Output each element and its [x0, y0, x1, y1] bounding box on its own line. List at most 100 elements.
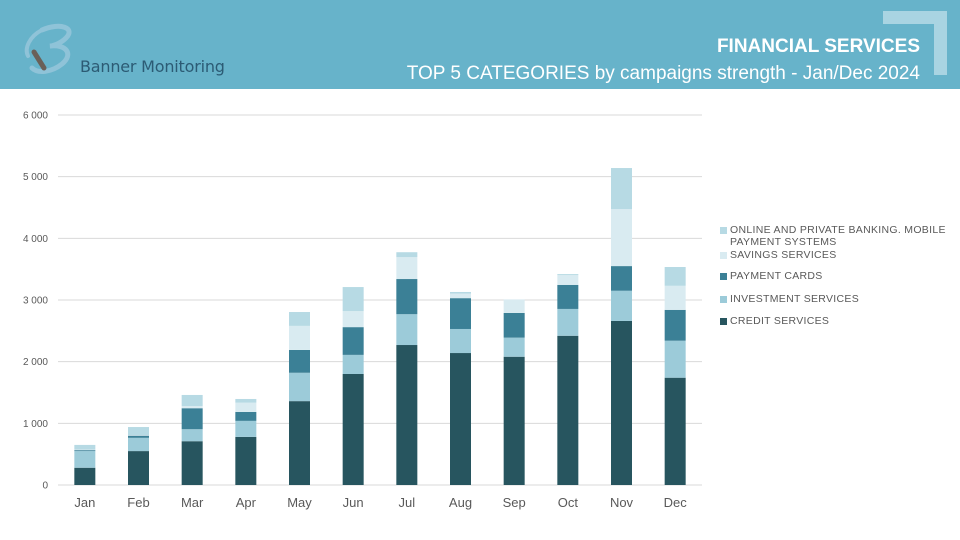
bar-segment — [664, 377, 686, 485]
bar-stack-jun — [342, 287, 364, 485]
bar-segment — [235, 436, 257, 485]
bar-segment — [74, 444, 96, 450]
bar-stack-feb — [128, 427, 149, 485]
x-tick-label: Feb — [127, 495, 149, 510]
x-tick-label: Oct — [558, 495, 579, 510]
bar-segment — [181, 408, 203, 430]
bar-segment — [235, 402, 257, 412]
legend-swatch — [720, 273, 727, 280]
bar-stack-nov — [611, 168, 632, 485]
bar-segment — [450, 353, 471, 485]
bar-segment — [342, 354, 364, 374]
legend-swatch — [720, 296, 727, 303]
stacked-bar-chart: 0 1 000 2 000 3 000 4 000 5 000 6 000 Jan Feb Ma… — [23, 111, 702, 510]
y-tick-label: 6 000 — [23, 111, 48, 122]
legend-label: SAVINGS SERVICES — [730, 249, 837, 261]
bar-segment — [342, 374, 364, 485]
bar-segment — [557, 274, 579, 276]
bar-segment — [181, 441, 203, 485]
page-title: FINANCIAL SERVICES — [716, 36, 920, 57]
bar-segment — [128, 427, 149, 436]
bar-segment — [74, 450, 96, 452]
legend-swatch — [720, 252, 727, 259]
legend-label: CREDIT SERVICES — [730, 315, 830, 327]
bar-segment — [611, 320, 632, 485]
bar-stack-may — [289, 312, 310, 485]
y-tick-label: 5 000 — [23, 172, 48, 183]
bar-segment — [557, 335, 579, 485]
y-tick-label: 2 000 — [23, 357, 48, 368]
legend-label: INVESTMENT SERVICES — [730, 293, 860, 305]
x-tick-label: Jul — [399, 495, 416, 510]
y-tick-label: 1 000 — [23, 419, 48, 430]
bar-stack-aug — [450, 291, 471, 485]
bar-stack-oct — [557, 274, 579, 485]
bar-segment — [450, 293, 471, 299]
bar-segment — [664, 267, 686, 286]
bar-segment — [396, 345, 418, 485]
corner-bracket-decoration — [883, 11, 947, 75]
bar-segment — [557, 275, 579, 285]
bar-segment — [128, 435, 149, 436]
bar-stack-dec — [664, 267, 686, 485]
bar-stack-jan — [74, 444, 96, 485]
bar-segment — [342, 287, 364, 312]
bar-segment — [342, 311, 364, 328]
bar-segment — [664, 285, 686, 310]
x-tick-label: Sep — [503, 495, 526, 510]
legend-item: INVESTMENT SERVICES — [720, 293, 955, 305]
bar-segment — [664, 309, 686, 341]
bar-segment — [235, 411, 257, 421]
bar-segment — [181, 394, 203, 407]
bar-segment — [450, 328, 471, 354]
header-banner: Banner Monitoring FINANCIAL SERVICES TOP… — [0, 0, 960, 89]
bar-stack-mar — [181, 394, 203, 485]
x-tick-label: Aug — [449, 495, 472, 510]
bar-segment — [396, 257, 418, 280]
legend-label: ONLINE AND PRIVATE BANKING. MOBILE PAYME… — [730, 224, 946, 248]
bar-segment — [611, 168, 632, 210]
bar-segment — [74, 449, 96, 451]
x-tick-label: May — [287, 495, 312, 510]
bar-segment — [396, 279, 418, 315]
bar-segment — [235, 420, 257, 437]
bar-segment — [557, 284, 579, 309]
bar-segment — [128, 437, 149, 452]
bar-segment — [611, 290, 632, 321]
bar-stack-apr — [235, 398, 257, 485]
x-tick-label: Dec — [664, 495, 688, 510]
chart-subtitle: TOP 5 CATEGORIES by campaigns strength -… — [406, 63, 920, 84]
x-tick-label: Nov — [610, 495, 634, 510]
bar-segment — [396, 314, 418, 346]
bar-segment — [128, 435, 149, 438]
bar-segment — [289, 372, 310, 402]
bar-segment — [342, 327, 364, 355]
x-tick-label: Apr — [236, 495, 257, 510]
x-tick-label: Mar — [181, 495, 204, 510]
bar-segment — [128, 451, 149, 485]
brand-name: Banner Monitoring — [80, 57, 225, 76]
y-tick-label: 3 000 — [23, 296, 48, 307]
bar-segment — [557, 308, 579, 336]
x-tick-label: Jan — [74, 495, 95, 510]
bar-segment — [181, 429, 203, 442]
bar-segment — [235, 398, 257, 403]
bar-segment — [503, 299, 525, 313]
x-tick-label: Jun — [343, 495, 364, 510]
bar-segment — [450, 298, 471, 329]
bar-segment — [503, 312, 525, 338]
banner-monitoring-logo-icon — [24, 23, 72, 74]
bar-segment — [74, 451, 96, 468]
bar-segment — [611, 209, 632, 267]
legend-label: PAYMENT CARDS — [730, 270, 823, 282]
bar-segment — [503, 356, 525, 485]
legend-item: CREDIT SERVICES — [720, 315, 955, 327]
legend-item: PAYMENT CARDS — [720, 270, 955, 282]
bar-segment — [289, 312, 310, 326]
bar-segment — [664, 340, 686, 378]
y-tick-label: 0 — [42, 481, 48, 492]
bar-segment — [289, 349, 310, 373]
y-tick-label: 4 000 — [23, 234, 48, 245]
bar-segment — [74, 467, 96, 485]
bar-segment — [181, 406, 203, 409]
